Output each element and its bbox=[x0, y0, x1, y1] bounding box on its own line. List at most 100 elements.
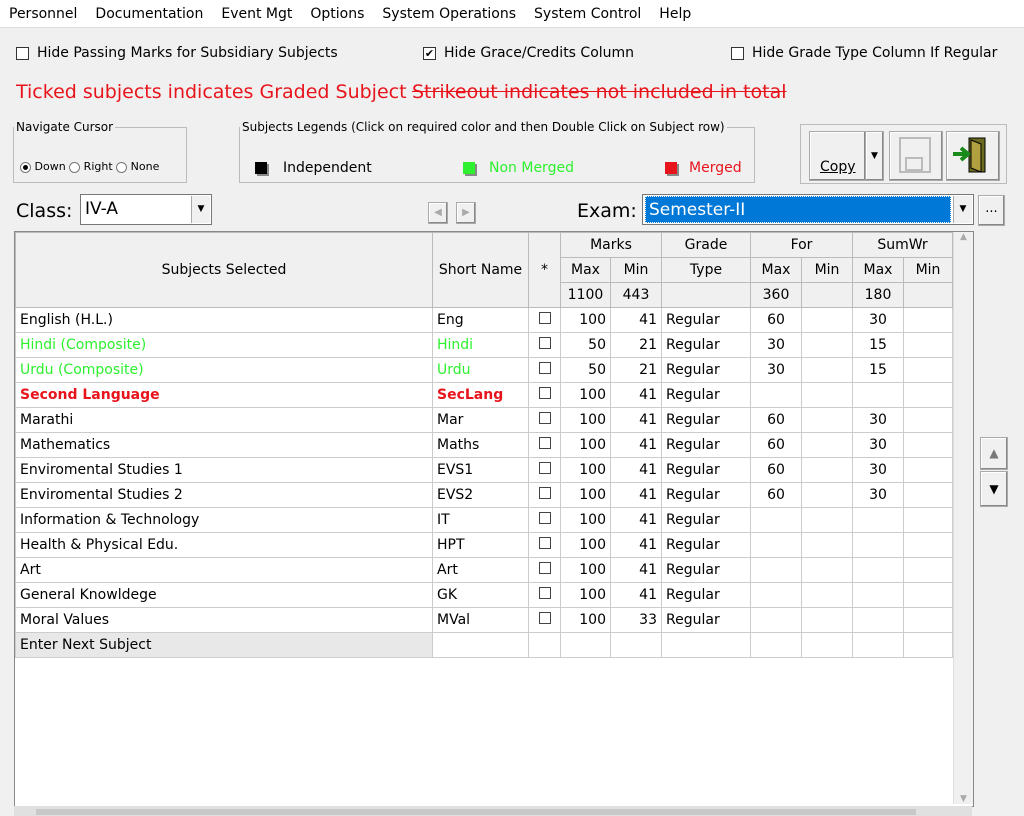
checkbox[interactable] bbox=[538, 587, 551, 599]
grade-type-cell[interactable]: Regular bbox=[661, 332, 751, 358]
for-max-cell[interactable] bbox=[750, 607, 802, 633]
subject-cell[interactable]: Information & Technology bbox=[15, 507, 433, 533]
short-name-cell[interactable]: Eng bbox=[432, 307, 529, 333]
subject-cell[interactable]: Moral Values bbox=[15, 607, 433, 633]
table-row[interactable]: Second Language SecLang 100 41 Regular bbox=[15, 382, 953, 408]
table-row[interactable]: Enviromental Studies 1 EVS1 100 41 Regular 60… bbox=[15, 457, 953, 483]
subject-cell[interactable]: Hindi (Composite) bbox=[15, 332, 433, 358]
marks-max-cell[interactable]: 50 bbox=[560, 357, 611, 383]
hide-grace-checkbox[interactable]: ✔ Hide Grace/Credits Column bbox=[423, 45, 634, 61]
checkbox[interactable] bbox=[538, 387, 551, 399]
graded-checkbox[interactable] bbox=[528, 407, 561, 433]
sum-max-cell[interactable] bbox=[852, 557, 904, 583]
graded-checkbox[interactable] bbox=[528, 357, 561, 383]
table-row[interactable]: Art Art 100 41 Regular bbox=[15, 557, 953, 583]
for-max-cell[interactable]: 60 bbox=[750, 407, 802, 433]
next-button[interactable]: ▶ bbox=[456, 202, 476, 224]
sum-min-cell[interactable] bbox=[903, 532, 953, 558]
marks-min-cell[interactable]: 21 bbox=[610, 357, 662, 383]
black-swatch-icon[interactable] bbox=[255, 162, 267, 174]
short-name-cell[interactable]: EVS1 bbox=[432, 457, 529, 483]
grade-type-cell[interactable]: Regular bbox=[661, 357, 751, 383]
sum-min-cell[interactable] bbox=[903, 332, 953, 358]
horizontal-scrollbar[interactable] bbox=[14, 806, 972, 816]
subject-cell[interactable]: Mathematics bbox=[15, 432, 433, 458]
marks-min-cell[interactable]: 41 bbox=[610, 532, 662, 558]
short-name-cell[interactable]: GK bbox=[432, 582, 529, 608]
grade-type-cell[interactable]: Regular bbox=[661, 307, 751, 333]
menu-help[interactable]: Help bbox=[659, 5, 692, 22]
sum-min-cell[interactable] bbox=[903, 507, 953, 533]
table-row[interactable]: Moral Values MVal 100 33 Regular bbox=[15, 607, 953, 633]
for-min-cell[interactable] bbox=[801, 432, 853, 458]
sum-min-cell[interactable] bbox=[903, 307, 953, 333]
marks-max-cell[interactable]: 100 bbox=[560, 532, 611, 558]
checkbox-box[interactable] bbox=[16, 46, 29, 60]
copy-button[interactable]: Copy bbox=[809, 131, 866, 181]
sum-min-cell[interactable] bbox=[903, 557, 953, 583]
sum-max-cell[interactable]: 15 bbox=[852, 332, 904, 358]
radio-down[interactable]: Down bbox=[20, 160, 66, 173]
menu-personnel[interactable]: Personnel bbox=[9, 5, 78, 22]
move-up-button[interactable]: ▲ bbox=[980, 437, 1008, 470]
menu-event-mgt[interactable]: Event Mgt bbox=[221, 5, 293, 22]
subject-cell[interactable]: Marathi bbox=[15, 407, 433, 433]
new-subject-row[interactable]: Enter Next Subject bbox=[15, 632, 953, 658]
exit-button[interactable] bbox=[946, 131, 1000, 181]
sum-max-cell[interactable]: 30 bbox=[852, 307, 904, 333]
marks-max-cell[interactable]: 100 bbox=[560, 457, 611, 483]
sum-min-cell[interactable] bbox=[903, 382, 953, 408]
grade-type-cell[interactable]: Regular bbox=[661, 482, 751, 508]
for-min-cell[interactable] bbox=[801, 382, 853, 408]
empty-cell[interactable] bbox=[528, 632, 561, 658]
short-name-cell[interactable]: Maths bbox=[432, 432, 529, 458]
checkbox[interactable] bbox=[538, 337, 551, 349]
grade-type-cell[interactable]: Regular bbox=[661, 432, 751, 458]
for-min-cell[interactable] bbox=[801, 457, 853, 483]
table-row[interactable]: Mathematics Maths 100 41 Regular 60 30 bbox=[15, 432, 953, 458]
sum-max-cell[interactable] bbox=[852, 607, 904, 633]
copy-dropdown-button[interactable]: ▼ bbox=[865, 131, 884, 181]
for-max-cell[interactable]: 60 bbox=[750, 307, 802, 333]
for-min-cell[interactable] bbox=[801, 532, 853, 558]
short-name-cell[interactable]: HPT bbox=[432, 532, 529, 558]
for-min-cell[interactable] bbox=[801, 607, 853, 633]
table-row[interactable]: Information & Technology IT 100 41 Regular bbox=[15, 507, 953, 533]
sum-min-cell[interactable] bbox=[903, 432, 953, 458]
marks-min-cell[interactable]: 41 bbox=[610, 407, 662, 433]
exam-more-button[interactable]: ... bbox=[978, 195, 1005, 226]
subject-cell[interactable]: Art bbox=[15, 557, 433, 583]
for-max-cell[interactable] bbox=[750, 532, 802, 558]
radio-right[interactable]: Right bbox=[69, 160, 113, 173]
empty-cell[interactable] bbox=[560, 632, 611, 658]
legend-merged[interactable]: Merged bbox=[665, 160, 742, 176]
graded-checkbox[interactable] bbox=[528, 332, 561, 358]
marks-min-cell[interactable]: 33 bbox=[610, 607, 662, 633]
table-row[interactable]: English (H.L.) Eng 100 41 Regular 60 30 bbox=[15, 307, 953, 333]
for-min-cell[interactable] bbox=[801, 582, 853, 608]
green-swatch-icon[interactable] bbox=[463, 162, 475, 174]
for-max-cell[interactable]: 30 bbox=[750, 357, 802, 383]
sum-min-cell[interactable] bbox=[903, 407, 953, 433]
grade-type-cell[interactable]: Regular bbox=[661, 407, 751, 433]
graded-checkbox[interactable] bbox=[528, 582, 561, 608]
sum-min-cell[interactable] bbox=[903, 357, 953, 383]
for-max-cell[interactable] bbox=[750, 382, 802, 408]
subject-cell[interactable]: General Knowldege bbox=[15, 582, 433, 608]
marks-max-cell[interactable]: 100 bbox=[560, 432, 611, 458]
short-name-cell[interactable]: SecLang bbox=[432, 382, 529, 408]
graded-checkbox[interactable] bbox=[528, 507, 561, 533]
legend-non-merged[interactable]: Non Merged bbox=[463, 160, 574, 176]
graded-checkbox[interactable] bbox=[528, 307, 561, 333]
empty-cell[interactable] bbox=[661, 632, 751, 658]
sum-min-cell[interactable] bbox=[903, 607, 953, 633]
for-max-cell[interactable] bbox=[750, 557, 802, 583]
graded-checkbox[interactable] bbox=[528, 557, 561, 583]
sum-max-cell[interactable] bbox=[852, 507, 904, 533]
for-min-cell[interactable] bbox=[801, 307, 853, 333]
scroll-thumb[interactable] bbox=[36, 809, 916, 815]
for-max-cell[interactable] bbox=[750, 507, 802, 533]
sum-min-cell[interactable] bbox=[903, 482, 953, 508]
sum-max-cell[interactable] bbox=[852, 382, 904, 408]
prev-button[interactable]: ◀ bbox=[428, 202, 448, 224]
